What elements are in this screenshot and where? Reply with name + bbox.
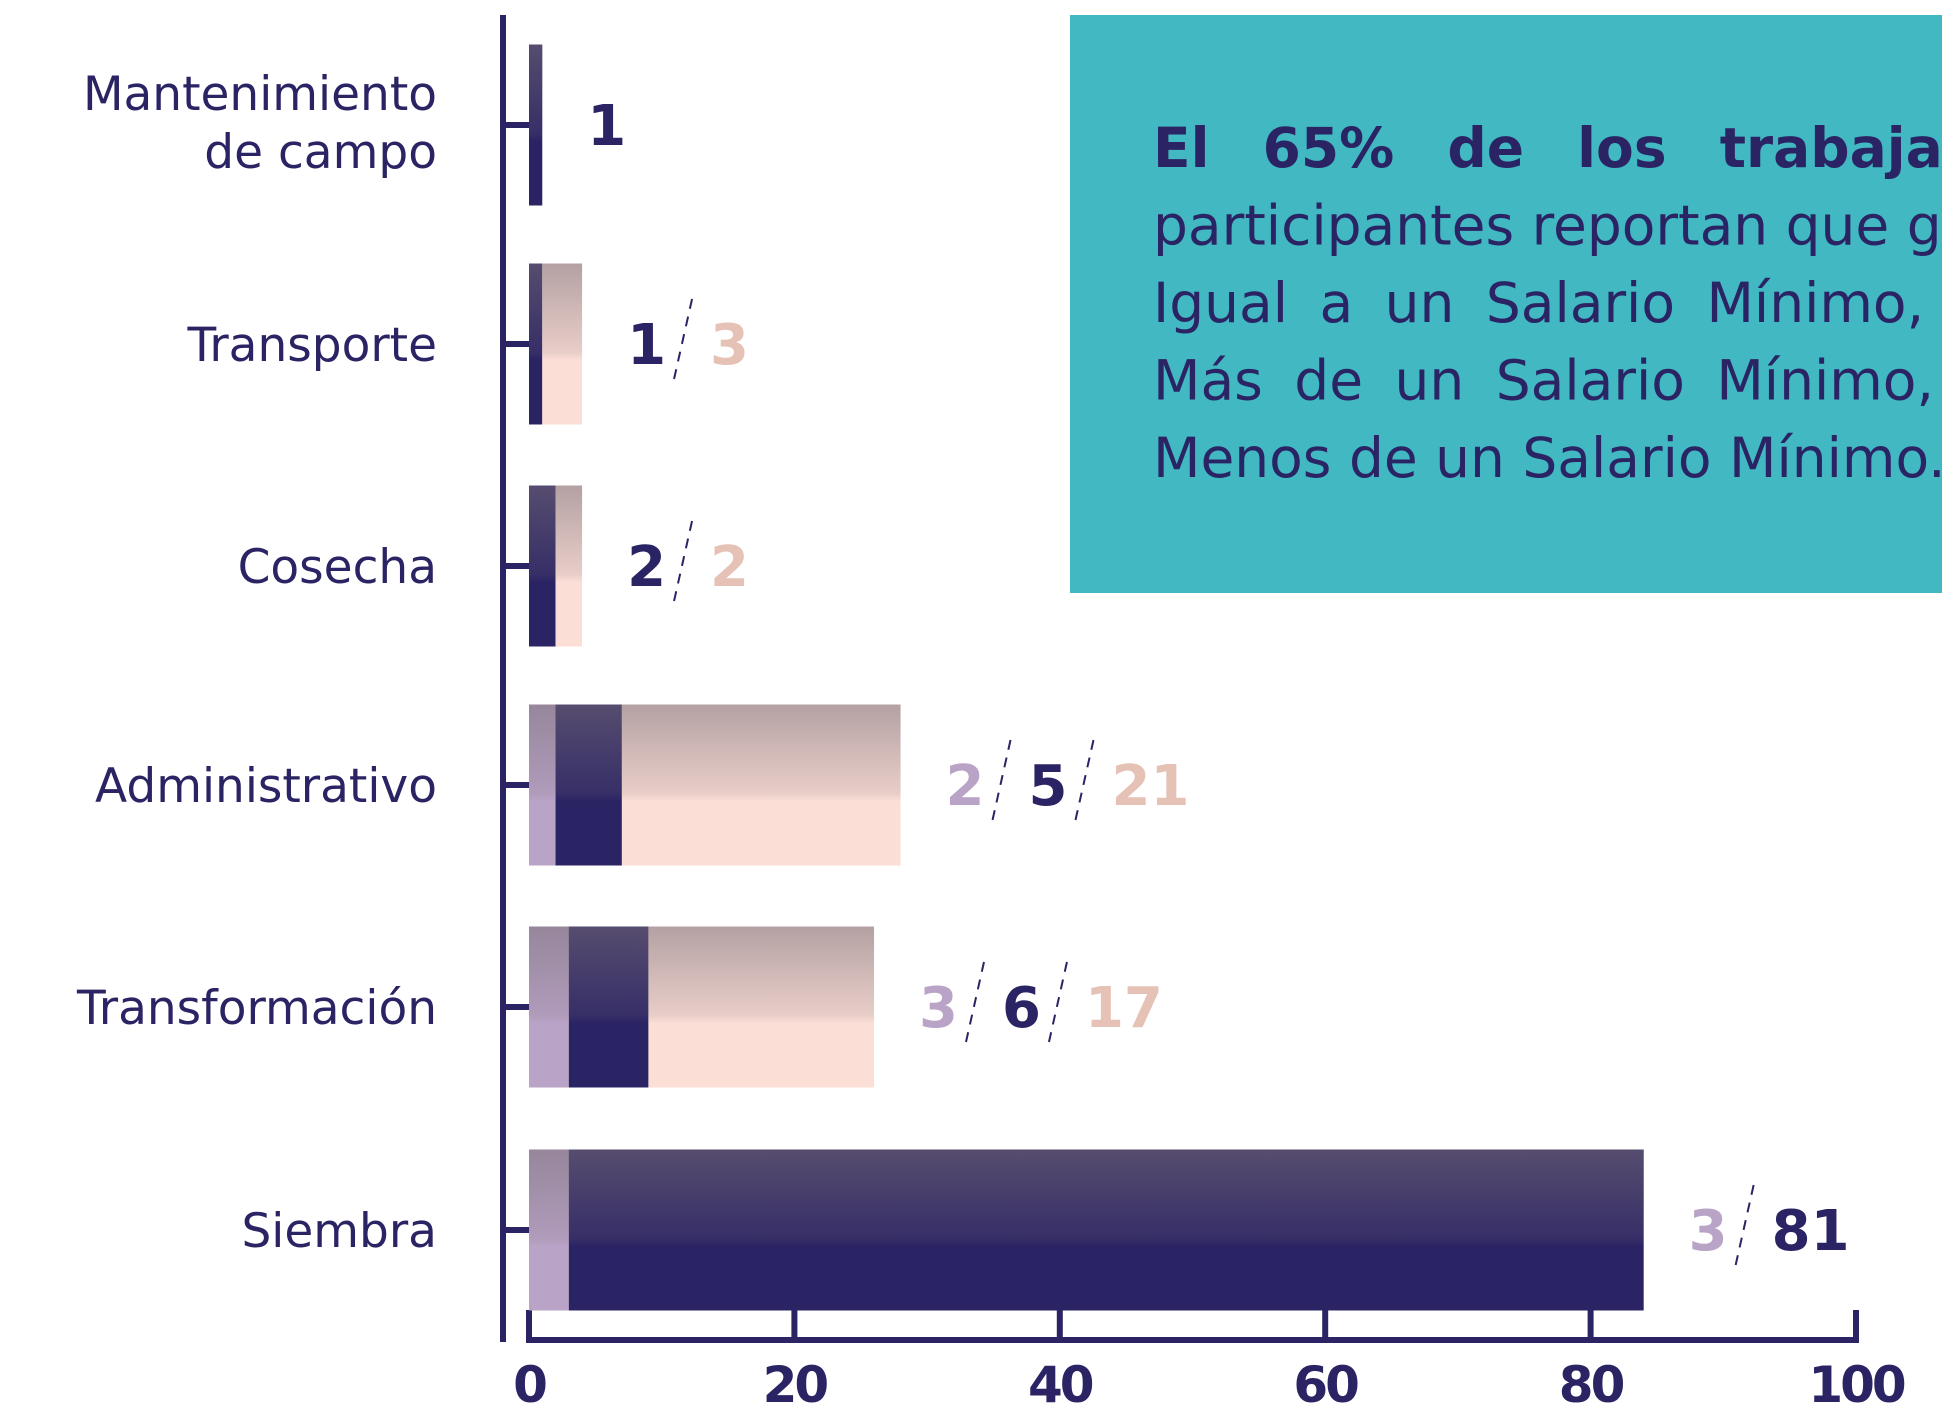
bar-texture — [529, 263, 543, 425]
bar-texture — [568, 926, 649, 1088]
annotation-box — [1070, 15, 1942, 593]
x-tick-label: 100 — [1808, 1356, 1905, 1414]
data-label: 2 — [946, 754, 985, 819]
data-label: 3 — [710, 313, 749, 378]
x-tick-label: 60 — [1293, 1356, 1358, 1414]
data-label: 17 — [1085, 976, 1163, 1041]
label-separator — [991, 739, 1012, 821]
data-label: 2 — [710, 535, 749, 600]
y-tick-label-line: Mantenimiento — [83, 67, 437, 122]
annotation-line: Menos de un Salario Mínimo. — [1153, 426, 1942, 490]
data-label: 2 — [627, 535, 666, 600]
y-tick-label: Cosecha — [238, 540, 437, 595]
x-tick-label: 40 — [1028, 1356, 1093, 1414]
annotation-line: participantes reportan que g — [1153, 194, 1942, 258]
annotation-line: Igual a un Salario Mínimo, — [1153, 271, 1924, 335]
data-label: 1 — [587, 94, 626, 159]
label-separator — [1734, 1184, 1755, 1266]
y-tick-label: Transformación — [76, 981, 437, 1036]
y-tick-label: Mantenimiento de campo — [83, 67, 437, 180]
x-tick-label: 0 — [513, 1356, 546, 1414]
label-separator — [1047, 961, 1068, 1043]
data-label: 3 — [919, 976, 958, 1041]
bar-texture — [648, 926, 875, 1088]
bar-texture — [555, 704, 622, 866]
data-label: 81 — [1772, 1199, 1850, 1264]
bar-texture — [542, 263, 583, 425]
y-tick-label: Transporte — [187, 318, 437, 373]
y-tick-label: Siembra — [241, 1204, 437, 1259]
x-tick-label: 20 — [763, 1356, 828, 1414]
data-label: 6 — [1002, 976, 1041, 1041]
bar-texture — [568, 1149, 1644, 1311]
y-tick-label: Administrativo — [95, 759, 437, 814]
label-separator — [1074, 739, 1095, 821]
y-tick-label-line: de campo — [204, 125, 437, 180]
data-label: 3 — [1689, 1199, 1728, 1264]
bar-texture — [529, 1149, 569, 1311]
x-tick-label: 80 — [1559, 1356, 1624, 1414]
bar-texture — [621, 704, 901, 866]
data-label: 21 — [1111, 754, 1189, 819]
bar-texture — [529, 704, 556, 866]
annotation-line: Más de un Salario Mínimo, y — [1153, 349, 1942, 413]
label-separator — [965, 961, 985, 1043]
label-separator — [673, 520, 694, 602]
data-label: 1 — [627, 313, 666, 378]
annotation-line: El 65% de los trabajad — [1153, 116, 1942, 180]
bar-texture — [529, 926, 569, 1088]
bar-texture — [555, 485, 583, 647]
data-label: 5 — [1029, 754, 1068, 819]
label-separator — [673, 298, 694, 380]
bar-texture — [529, 485, 556, 647]
bar-texture — [529, 44, 543, 206]
